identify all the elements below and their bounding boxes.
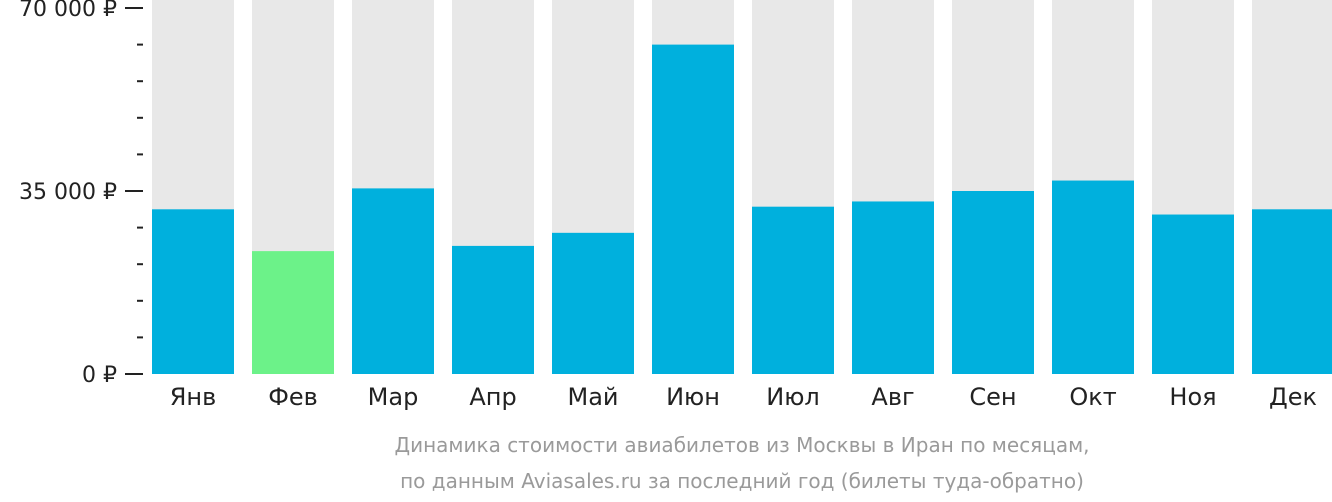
x-tick-label: Ноя	[1169, 383, 1216, 411]
x-axis-labels: Янв Фев Мар Апр Май Июн Июл Авг Сен Окт Ноя Дек	[170, 383, 1317, 411]
bar-Авг[interactable]	[852, 201, 934, 374]
x-tick-label: Дек	[1269, 383, 1317, 411]
bar-Ноя[interactable]	[1152, 214, 1234, 374]
x-tick-label: Сен	[969, 383, 1016, 411]
x-tick-label: Авг	[871, 383, 914, 411]
x-tick-label: Апр	[469, 383, 516, 411]
x-tick-label: Янв	[170, 383, 217, 411]
bar-Дек[interactable]	[1252, 209, 1332, 374]
bar-Июл[interactable]	[752, 206, 834, 374]
bar-Фев[interactable]	[252, 251, 334, 374]
caption-line-1: Динамика стоимости авиабилетов из Москвы…	[394, 433, 1089, 457]
bar-Май[interactable]	[552, 232, 634, 374]
x-tick-label: Фев	[268, 383, 318, 411]
bar-Июн[interactable]	[652, 44, 734, 374]
chart-caption: Динамика стоимости авиабилетов из Москвы…	[394, 433, 1089, 493]
y-tick-label: 0 ₽	[82, 363, 117, 388]
caption-line-2: по данным Aviasales.ru за последний год …	[400, 469, 1084, 493]
bar-Апр[interactable]	[452, 245, 534, 374]
x-tick-label: Июл	[766, 383, 820, 411]
y-tick-label: 70 000 ₽	[19, 0, 117, 22]
x-tick-label: Май	[567, 383, 618, 411]
x-tick-label: Июн	[666, 383, 720, 411]
x-tick-label: Окт	[1069, 383, 1116, 411]
bar-Янв[interactable]	[152, 209, 234, 374]
bar-Окт[interactable]	[1052, 180, 1134, 374]
bars	[152, 0, 1332, 374]
y-axis: 0 ₽ 35 000 ₽ 70 000 ₽	[19, 0, 143, 388]
bar-Мар[interactable]	[352, 188, 434, 374]
x-tick-label: Мар	[368, 383, 419, 411]
bar-Сен[interactable]	[952, 191, 1034, 374]
y-tick-label: 35 000 ₽	[19, 180, 117, 205]
